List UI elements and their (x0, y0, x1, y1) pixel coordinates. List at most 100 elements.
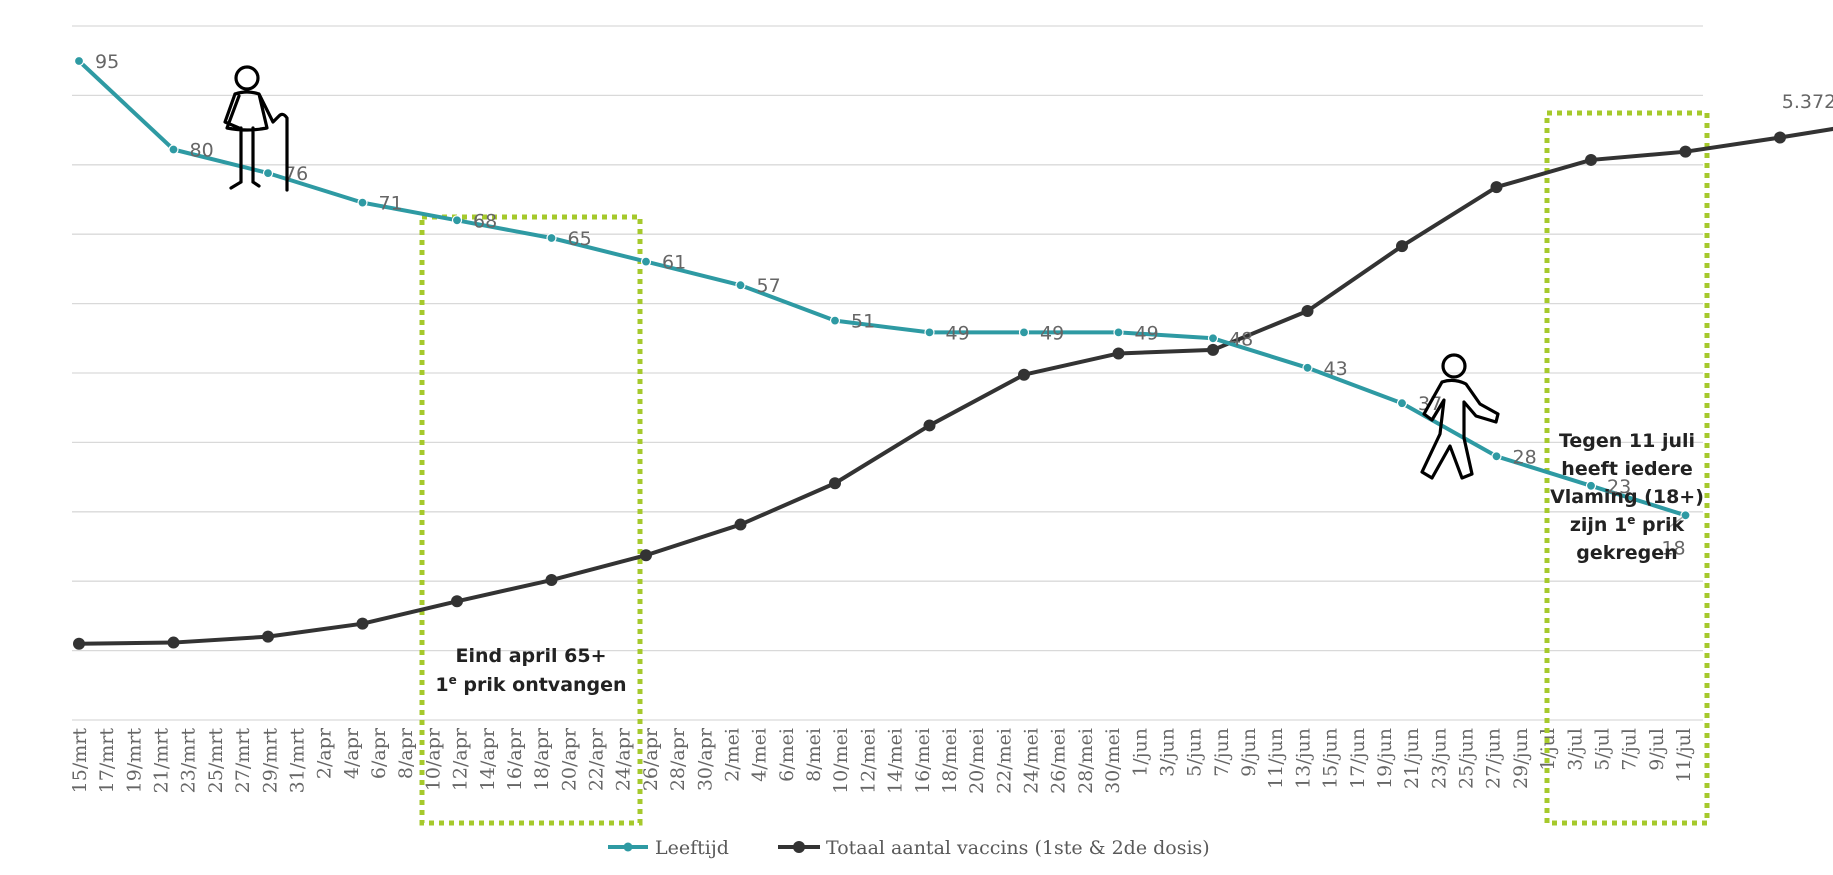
x-tick-label: 8/apr (395, 727, 417, 779)
x-tick-label: 15/jun (1320, 728, 1342, 789)
x-tick-label: 30/mei (1102, 728, 1124, 794)
annotation-juli: gekregen (1576, 542, 1677, 564)
data-label-leeftijd: 76 (284, 163, 308, 185)
series-vaccins: 5.372.103 (73, 91, 1833, 650)
annotation-april: Eind april 65+ (455, 645, 606, 667)
data-label-leeftijd: 95 (95, 51, 119, 73)
data-point-vaccins (1207, 343, 1219, 356)
x-tick-label: 6/apr (368, 727, 390, 779)
x-tick-label: 19/jun (1374, 728, 1396, 789)
data-label-leeftijd: 28 (1513, 446, 1537, 468)
series-line-vaccins (78, 126, 1833, 646)
annotation-juli: Tegen 11 juli (1559, 430, 1695, 452)
data-point-leeftijd (73, 55, 85, 67)
x-tick-label: 31/mrt (286, 728, 308, 794)
gridlines (72, 25, 1703, 721)
x-tick-label: 28/mei (1075, 728, 1097, 794)
data-point-leeftijd (1207, 333, 1219, 344)
legend: Leeftijd Totaal aantal vaccins (1ste & 2d… (608, 837, 1210, 859)
x-tick-label: 19/mrt (123, 728, 145, 794)
data-point-leeftijd (262, 168, 274, 179)
legend-marker-leeftijd (623, 842, 633, 852)
x-tick-label: 16/apr (504, 727, 526, 791)
data-point-vaccins (1585, 153, 1597, 166)
x-tick-label: 22/mei (993, 728, 1015, 794)
x-tick-label: 9/jun (1238, 728, 1260, 777)
data-label-leeftijd: 49 (1135, 322, 1159, 344)
data-label-leeftijd: 80 (190, 140, 214, 162)
x-tick-label: 28/apr (667, 727, 689, 791)
data-point-vaccins (1396, 240, 1408, 253)
data-point-vaccins (1490, 181, 1503, 194)
x-tick-label: 13/jun (1292, 728, 1314, 789)
annotation-juli: zijn 1e prik (1570, 513, 1685, 536)
data-point-leeftijd (1113, 327, 1124, 338)
data-point-leeftijd (1585, 480, 1597, 491)
x-tick-label: 17/jun (1347, 728, 1369, 789)
x-tick-label: 27/jun (1483, 728, 1505, 789)
data-point-leeftijd (829, 315, 841, 326)
data-point-vaccins (640, 549, 652, 562)
annotations: Eind april 65+ 1e prik ontvangen Tegen 11 … (435, 430, 1703, 696)
data-label-leeftijd: 61 (662, 252, 686, 274)
data-label-leeftijd: 23 (1607, 476, 1631, 498)
data-point-leeftijd (1396, 398, 1408, 409)
x-tick-label: 18/apr (531, 727, 553, 791)
data-point-leeftijd (924, 327, 935, 338)
x-tick-label: 15/mrt (69, 728, 91, 794)
x-tick-label: 4/apr (341, 727, 363, 779)
data-label-leeftijd: 49 (1040, 322, 1064, 344)
data-point-vaccins (73, 637, 85, 650)
x-tick-label: 12/mei (857, 728, 879, 794)
x-tick-label: 20/mei (966, 728, 988, 794)
x-tick-label: 24/mei (1021, 728, 1043, 794)
x-tick-label: 25/mrt (205, 728, 227, 794)
x-tick-label: 29/mrt (259, 728, 281, 794)
x-tick-label: 26/apr (640, 727, 662, 791)
x-tick-label: 1/jun (1129, 728, 1151, 777)
x-tick-label: 4/mei (749, 728, 771, 782)
x-tick-label: 10/mei (830, 728, 852, 794)
x-tick-label: 27/mrt (232, 728, 254, 794)
data-point-leeftijd (451, 215, 463, 226)
highlight-boxes (419, 110, 1710, 826)
x-tick-label: 2/mei (721, 728, 743, 782)
data-point-vaccins (1774, 131, 1786, 144)
highlight-box-juli (1544, 110, 1710, 826)
x-tick-label: 14/mei (885, 728, 907, 794)
x-tick-label: 16/mei (912, 728, 934, 794)
data-label-leeftijd: 65 (568, 228, 592, 250)
data-point-vaccins (1018, 368, 1030, 381)
data-point-vaccins (545, 574, 558, 587)
data-point-leeftijd (1302, 362, 1313, 373)
x-tick-label: 12/apr (450, 727, 472, 791)
data-point-leeftijd (1018, 327, 1030, 338)
x-tick-label: 5/jul (1591, 728, 1613, 771)
data-point-leeftijd (546, 232, 557, 244)
data-label-leeftijd: 49 (946, 322, 970, 344)
data-label-vaccins-end: 5.372.103 (1782, 91, 1833, 113)
data-point-leeftijd (1491, 451, 1502, 462)
x-tick-label: 11/jun (1265, 728, 1287, 789)
x-tick-label: 11/jul (1673, 728, 1695, 783)
annotation-juli: Vlaming (18+) (1550, 486, 1704, 508)
x-tick-label: 10/apr (422, 727, 444, 791)
legend-label-vaccins: Totaal aantal vaccins (1ste & 2de dosis) (826, 837, 1210, 859)
data-label-leeftijd: 48 (1229, 328, 1253, 350)
x-tick-label: 9/jul (1646, 728, 1668, 771)
data-label-leeftijd: 43 (1324, 358, 1348, 380)
x-tick-label: 21/mrt (151, 728, 173, 794)
annotation-april: 1e prik ontvangen (435, 673, 626, 696)
data-label-leeftijd: 18 (1661, 537, 1685, 559)
x-tick-label: 22/apr (586, 727, 608, 791)
data-point-leeftijd (357, 197, 368, 208)
walking-person-icon (1420, 353, 1500, 480)
data-point-leeftijd (168, 144, 179, 155)
x-tick-label: 21/jun (1401, 728, 1423, 789)
x-tick-label: 24/apr (613, 727, 635, 791)
data-point-vaccins (923, 419, 936, 432)
data-point-vaccins (1679, 145, 1692, 158)
x-tick-label: 29/jun (1510, 728, 1532, 789)
data-point-leeftijd (735, 280, 746, 291)
